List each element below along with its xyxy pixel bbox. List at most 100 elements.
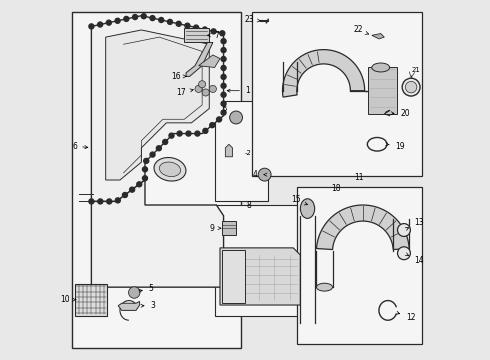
- Circle shape: [221, 92, 226, 97]
- Polygon shape: [186, 42, 213, 76]
- Circle shape: [405, 81, 417, 93]
- Circle shape: [124, 17, 129, 21]
- Circle shape: [133, 14, 138, 19]
- Bar: [215, 102, 268, 202]
- Circle shape: [141, 14, 147, 19]
- Polygon shape: [225, 144, 232, 157]
- Ellipse shape: [154, 158, 186, 181]
- Bar: [222, 221, 236, 235]
- Circle shape: [89, 199, 94, 204]
- Circle shape: [186, 131, 191, 136]
- Circle shape: [143, 176, 147, 181]
- Polygon shape: [198, 55, 220, 67]
- Bar: [297, 187, 422, 344]
- Text: 23: 23: [245, 15, 260, 24]
- Circle shape: [221, 75, 226, 80]
- Text: 10: 10: [60, 295, 76, 304]
- Circle shape: [122, 193, 127, 198]
- Polygon shape: [317, 205, 409, 249]
- Text: -2: -2: [245, 150, 252, 156]
- Text: 17: 17: [176, 88, 194, 97]
- Polygon shape: [372, 33, 384, 39]
- Text: 8: 8: [246, 201, 251, 210]
- Circle shape: [159, 18, 164, 22]
- Circle shape: [115, 198, 121, 203]
- Circle shape: [402, 78, 420, 96]
- Circle shape: [156, 146, 161, 151]
- Text: 4: 4: [253, 170, 267, 179]
- Circle shape: [221, 110, 226, 115]
- Circle shape: [130, 187, 135, 192]
- Circle shape: [163, 139, 168, 144]
- Ellipse shape: [159, 162, 181, 176]
- Circle shape: [210, 123, 215, 128]
- Circle shape: [202, 89, 209, 96]
- Circle shape: [144, 158, 149, 163]
- Text: 16: 16: [171, 72, 186, 81]
- Bar: [72, 12, 242, 348]
- Circle shape: [169, 133, 174, 138]
- Circle shape: [89, 24, 94, 29]
- Circle shape: [177, 131, 182, 136]
- Circle shape: [107, 199, 112, 204]
- Text: 20: 20: [391, 109, 410, 118]
- Circle shape: [211, 29, 216, 34]
- Circle shape: [397, 247, 411, 260]
- Circle shape: [209, 85, 217, 93]
- Bar: [252, 12, 422, 176]
- Circle shape: [168, 19, 172, 24]
- Circle shape: [185, 23, 190, 28]
- Polygon shape: [220, 248, 300, 305]
- Circle shape: [115, 18, 120, 23]
- Circle shape: [195, 131, 200, 136]
- Circle shape: [98, 22, 102, 27]
- Text: 14: 14: [405, 253, 424, 265]
- Circle shape: [221, 83, 226, 88]
- Circle shape: [150, 152, 155, 157]
- Ellipse shape: [300, 199, 315, 219]
- Circle shape: [230, 111, 243, 124]
- Text: 22: 22: [353, 26, 368, 35]
- Bar: [368, 67, 397, 114]
- Text: 6: 6: [72, 141, 88, 150]
- Circle shape: [194, 25, 198, 30]
- Bar: [215, 205, 304, 316]
- Text: 1: 1: [227, 86, 250, 95]
- Polygon shape: [92, 180, 223, 287]
- Circle shape: [198, 81, 206, 88]
- Text: 7: 7: [207, 31, 220, 40]
- Text: 13: 13: [405, 219, 424, 230]
- Circle shape: [203, 129, 208, 133]
- Text: 9: 9: [210, 224, 221, 233]
- Circle shape: [221, 57, 226, 62]
- Circle shape: [106, 20, 111, 25]
- Circle shape: [221, 39, 226, 44]
- Circle shape: [221, 66, 226, 71]
- Text: 18: 18: [331, 184, 341, 193]
- Text: 12: 12: [396, 311, 415, 322]
- Bar: [222, 249, 245, 303]
- Circle shape: [98, 199, 103, 204]
- Circle shape: [220, 31, 225, 36]
- Text: 3: 3: [141, 301, 155, 310]
- Circle shape: [137, 182, 142, 187]
- Circle shape: [176, 21, 181, 26]
- Bar: [184, 28, 209, 42]
- Circle shape: [258, 168, 271, 181]
- Circle shape: [221, 48, 226, 53]
- Text: 19: 19: [386, 141, 405, 150]
- Text: 5: 5: [139, 284, 153, 293]
- Ellipse shape: [317, 283, 333, 291]
- Circle shape: [221, 101, 226, 106]
- Polygon shape: [118, 301, 140, 310]
- Polygon shape: [106, 30, 209, 180]
- Circle shape: [128, 287, 140, 298]
- Circle shape: [195, 85, 202, 93]
- Polygon shape: [283, 50, 365, 97]
- Text: 21: 21: [412, 67, 421, 73]
- Polygon shape: [92, 16, 223, 202]
- Circle shape: [397, 224, 411, 237]
- Bar: [75, 284, 107, 316]
- Text: 5: 5: [223, 105, 227, 112]
- Circle shape: [143, 167, 147, 172]
